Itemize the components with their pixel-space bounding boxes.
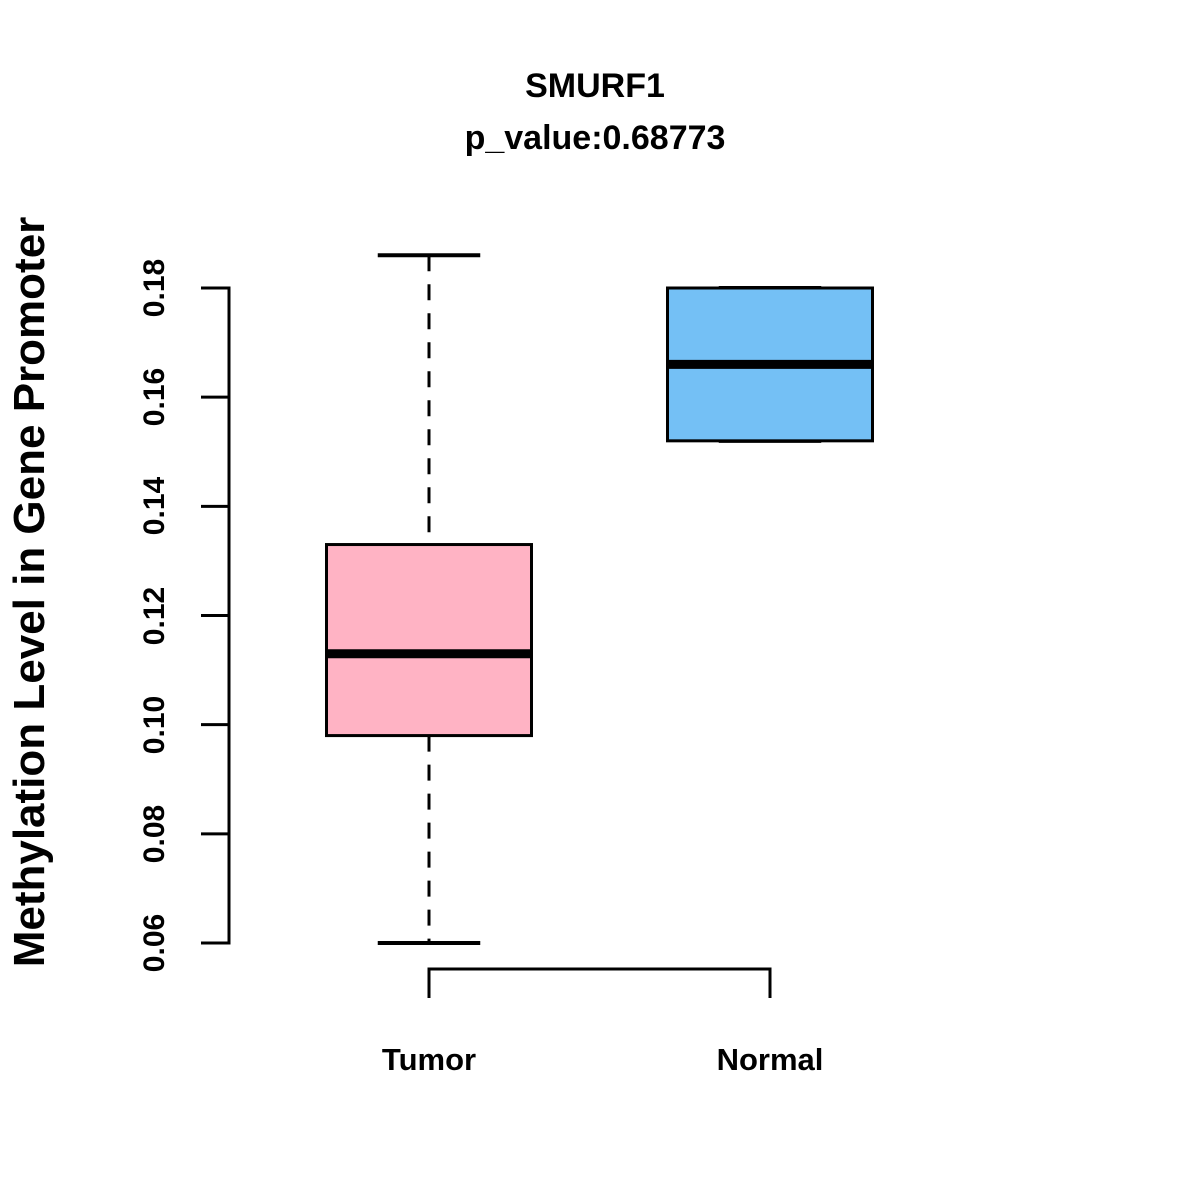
chart-title: SMURF1: [525, 67, 665, 105]
y-tick-label: 0.10: [138, 695, 171, 754]
y-tick-label: 0.12: [138, 586, 171, 645]
chart-subtitle: p_value:0.68773: [464, 119, 726, 157]
y-tick-label: 0.06: [138, 913, 171, 973]
x-category-label-normal: Normal: [716, 1042, 824, 1077]
y-tick-label: 0.18: [138, 258, 171, 318]
y-tick-label: 0.14: [138, 477, 171, 536]
x-axis-bracket: [427, 967, 772, 998]
y-axis-title: Methylation Level in Gene Promoter: [5, 216, 54, 968]
y-tick-label: 0.08: [138, 804, 171, 864]
x-category-label-tumor: Tumor: [381, 1042, 477, 1077]
tumor-box: [325, 543, 533, 738]
y-tick-label: 0.16: [138, 367, 171, 427]
